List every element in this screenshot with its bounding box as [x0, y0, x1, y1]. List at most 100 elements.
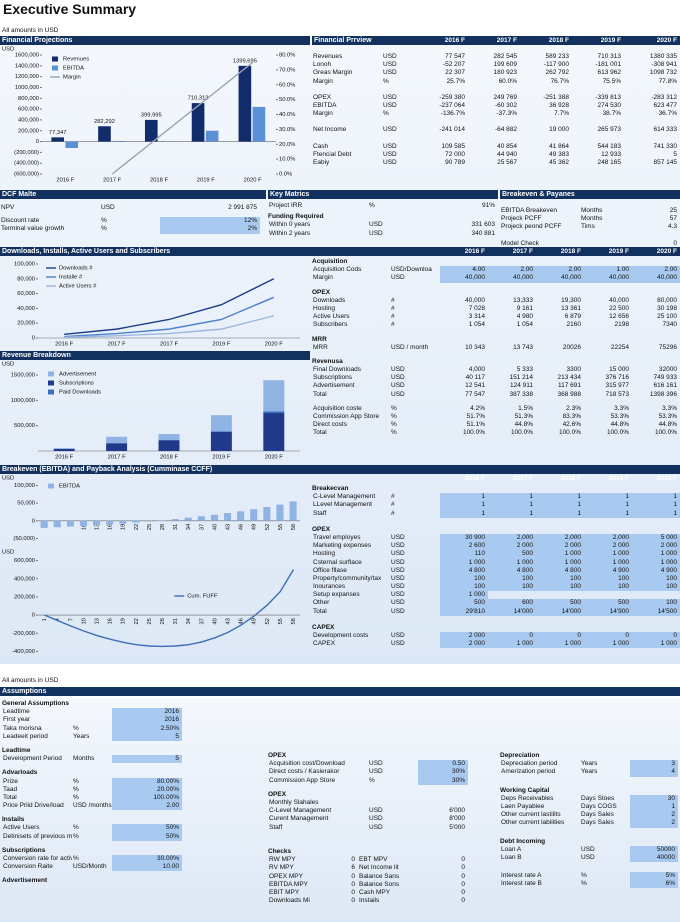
bar — [40, 520, 48, 528]
legend-marker — [48, 380, 54, 386]
cell: 100.0% — [606, 429, 629, 437]
cell: % — [73, 724, 79, 732]
cell: 14'000 — [536, 607, 584, 616]
cell: 2 600 — [440, 542, 488, 551]
group-title: OPEX — [312, 525, 331, 533]
group-title: Advertisement — [2, 877, 48, 885]
row: Project IRR% 91% — [268, 202, 498, 210]
x-tick-label: 2020 F — [265, 455, 284, 461]
row: Loan A USD 50000 — [500, 845, 678, 854]
x-tick-label: 34 — [186, 523, 192, 530]
cell: 77.8% — [658, 77, 677, 85]
x-tick-label: 55 — [278, 618, 284, 624]
row: Net Income USD -241 014 -64 882 19 000 265 97… — [312, 126, 680, 134]
cell: Days Sales — [581, 811, 614, 819]
row: Staff #1 1 1 1 1 — [312, 509, 680, 518]
column-header: 2017 F — [512, 248, 533, 255]
row: Total USD 29'810 14'000 14'000 14'900 14'500 — [312, 607, 680, 616]
group-title: OPEX — [268, 752, 287, 759]
cell: 50% — [112, 824, 182, 833]
cell: 100 — [632, 574, 680, 584]
line — [64, 315, 274, 338]
cell: 0 — [461, 864, 465, 872]
group: General Assumptions Leadtime 2016 First yea… — [2, 700, 182, 741]
cell: 4.2% — [470, 404, 485, 412]
cell: % — [391, 413, 397, 420]
cell: -64 882 — [494, 126, 517, 134]
cell: USD — [369, 823, 383, 831]
cell: USD — [391, 533, 405, 541]
bar — [66, 520, 74, 527]
bar — [184, 517, 192, 521]
section-title: Assumptions — [0, 687, 680, 696]
cell: 40,000 — [536, 274, 584, 283]
cell: 77 547 — [445, 53, 465, 60]
row: Csternal surflace USD 1 000 1 000 1 000 1 000… — [312, 558, 680, 567]
cell: USD — [391, 574, 405, 582]
group: Advarloads Prize% 80.00% Taad% 20.00% Total% 1… — [2, 769, 182, 811]
cell: 3300 — [566, 366, 581, 374]
cell: Cash — [313, 142, 329, 150]
legend-marker — [48, 389, 54, 395]
x-tick-label: 19 — [121, 524, 127, 530]
row: Final Downloads USD 4,000 5 333 3300 15 000 32… — [312, 366, 680, 374]
row: Hosting #7 028 9 161 13 361 22 500 30 198 — [312, 305, 680, 313]
x-tick-label: 37 — [199, 618, 205, 624]
row: RV MPY 6 Net Income lit 0 — [268, 864, 468, 872]
cell: Revenues — [313, 53, 343, 60]
cell: 29'810 — [440, 607, 488, 616]
tick-label: 10.0% — [279, 157, 295, 163]
x-tick-label: 25 — [147, 524, 153, 530]
cell: Downloads — [313, 296, 346, 304]
cell: Loan A — [501, 845, 522, 853]
tick-label: 400,000 — [18, 117, 39, 123]
cell: USD — [101, 204, 115, 211]
x-tick-label: 2017 F — [160, 342, 179, 348]
cell: 40 117 — [465, 374, 485, 382]
cell: 2 000 — [440, 640, 488, 649]
legend-label: EBITDA — [59, 484, 80, 490]
cell: Setup expanses — [313, 591, 360, 599]
legend-label: Active Users # — [59, 284, 97, 290]
group: Acquisition coste% 4.2% 1.5% 2.3% 3.3% 3.3% Co… — [312, 405, 680, 438]
cell: 6 879 — [564, 313, 581, 321]
cell: 589 233 — [545, 53, 570, 60]
tick-label: (50,000) — [13, 536, 35, 542]
cell: -37.3% — [496, 110, 517, 118]
cell: 1 000 — [488, 558, 536, 567]
cell: 8'000 — [449, 815, 465, 823]
row: C-Level Management USD 6'000 — [268, 807, 468, 815]
cell: 40,000 — [584, 274, 632, 283]
cell: 2 000 — [536, 542, 584, 551]
cell: 1 000 — [440, 591, 488, 600]
row: Interest rate A% 5% — [500, 872, 678, 881]
bar — [145, 520, 153, 522]
cell: 616 161 — [653, 382, 678, 390]
cell: % — [73, 824, 79, 832]
row: Lonoh USD -52 207 199 609 -117 900 -181 001 -3… — [312, 61, 680, 69]
cell: Prize — [3, 777, 18, 785]
row: Subscriptions USD 40 117 151 214 213 434 376 … — [312, 374, 680, 382]
cell: USD — [391, 632, 405, 639]
bar — [144, 119, 158, 142]
tick-label: (200,000) — [14, 150, 39, 156]
x-tick-label: 40 — [212, 524, 218, 530]
cell: 0 — [632, 632, 680, 641]
cell: -283 312 — [651, 93, 677, 101]
chart: USD 1500,000 1000,000 500,000 2016 F 2017 F 20… — [2, 362, 300, 461]
line — [64, 296, 275, 338]
cell: 2016 — [112, 708, 182, 717]
cell: Staff — [269, 823, 283, 831]
bar-segment — [210, 415, 232, 432]
note: All amounts in USD — [2, 677, 59, 684]
cell: 12% — [160, 217, 260, 226]
cell: 3.3% — [614, 404, 629, 412]
tick-label: 80,000 — [17, 276, 35, 282]
cell: Commission App Store — [313, 413, 380, 420]
row: Price Priid Drive/load USD /months 2.00 — [2, 802, 182, 811]
cell: 544 183 — [597, 142, 622, 150]
bar — [119, 520, 127, 524]
cell: USD — [369, 807, 383, 815]
cell: # — [391, 304, 395, 312]
x-tick-label: 31 — [173, 618, 179, 624]
